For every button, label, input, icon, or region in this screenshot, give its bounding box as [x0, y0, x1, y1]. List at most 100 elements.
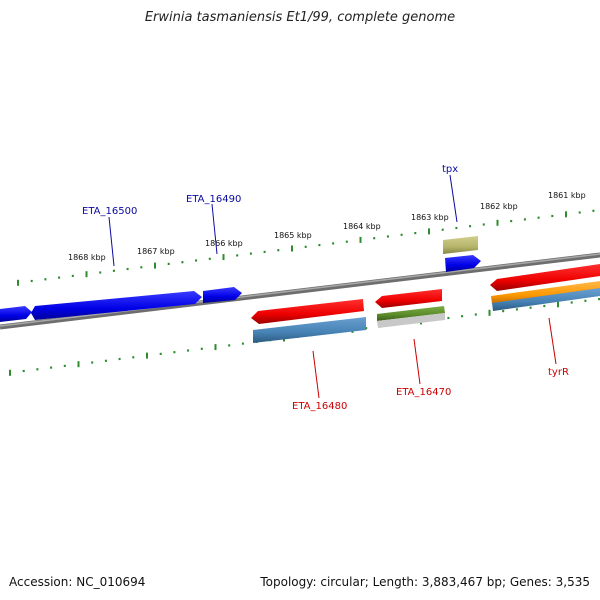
ruler-minor-tick	[523, 218, 526, 221]
ruler-minor-tick	[529, 306, 532, 309]
label-tyrR[interactable]: tyrR	[548, 367, 569, 378]
ruler-minor-tick	[112, 269, 115, 272]
gene-tpx-feature-olive[interactable]	[443, 236, 478, 254]
ruler-major-tick	[222, 254, 225, 261]
gene-eta-16480-cds[interactable]	[251, 299, 364, 324]
ruler-minor-tick	[461, 315, 464, 318]
ruler-minor-tick	[241, 342, 244, 345]
ruler-minor-tick	[537, 216, 540, 219]
ruler-major-tick	[77, 361, 80, 368]
ruler-minor-tick	[441, 228, 444, 231]
ruler-minor-tick	[543, 304, 546, 308]
ruler-minor-tick	[345, 240, 348, 243]
label-eta-16490[interactable]: ETA_16490	[186, 194, 241, 205]
leader-eta-16470	[413, 338, 421, 385]
ruler-major-tick	[154, 262, 156, 269]
gene-eta-16490[interactable]	[203, 287, 242, 303]
scale-label-1861: 1861 kbp	[548, 191, 586, 200]
scale-label-1866: 1866 kbp	[205, 239, 243, 248]
ruler-minor-tick	[104, 359, 107, 362]
leader-eta-16500	[108, 216, 115, 267]
gene-eta-16480-gene[interactable]	[253, 317, 366, 343]
label-eta-16470[interactable]: ETA_16470	[396, 387, 451, 398]
ruler-minor-tick	[140, 266, 143, 269]
leader-tyrR	[548, 317, 557, 365]
ruler-major-tick	[214, 344, 217, 351]
ruler-major-tick	[146, 352, 148, 359]
leader-eta-16480	[312, 350, 320, 399]
leader-eta-16490	[211, 203, 218, 255]
ruler-minor-tick	[132, 356, 135, 359]
ruler-minor-tick	[551, 214, 554, 218]
ruler-minor-tick	[173, 351, 176, 354]
ruler-minor-tick	[58, 276, 61, 279]
ruler-minor-tick	[373, 237, 376, 240]
scale-label-1867: 1867 kbp	[137, 247, 175, 256]
ruler-minor-tick	[228, 344, 231, 347]
ruler-minor-tick	[482, 223, 485, 226]
gene-blue-left-edge	[0, 306, 32, 322]
label-eta-16480[interactable]: ETA_16480	[292, 401, 347, 412]
ruler-minor-tick	[200, 347, 203, 350]
gene-tyrR-gene[interactable]	[492, 288, 600, 311]
ruler-major-tick	[428, 228, 430, 235]
ruler-minor-tick	[63, 364, 66, 367]
ruler-minor-tick	[386, 235, 389, 238]
ruler-major-tick	[85, 271, 88, 278]
ruler-minor-tick	[91, 361, 94, 364]
ruler-major-tick	[17, 279, 19, 286]
scale-label-1868: 1868 kbp	[68, 253, 106, 262]
ruler-minor-tick	[400, 233, 403, 236]
ruler-minor-tick	[502, 310, 505, 313]
leader-tpx	[449, 174, 458, 223]
ruler-minor-tick	[118, 357, 121, 361]
ruler-minor-tick	[365, 327, 368, 330]
ruler-minor-tick	[318, 244, 321, 247]
ruler-minor-tick	[236, 254, 239, 257]
label-tpx[interactable]: tpx	[442, 164, 458, 175]
ruler-minor-tick	[159, 352, 162, 355]
ruler-major-tick	[9, 369, 11, 376]
scale-label-1864: 1864 kbp	[343, 222, 381, 231]
ruler-minor-tick	[208, 257, 211, 260]
ruler-minor-tick	[195, 259, 198, 262]
ruler-minor-tick	[584, 299, 587, 302]
scale-label-1862: 1862 kbp	[480, 202, 518, 211]
ruler-minor-tick	[515, 308, 518, 311]
ruler-minor-tick	[126, 267, 129, 271]
gene-eta-16470-gene[interactable]	[377, 306, 445, 328]
accession-label: Accession: NC_010694	[9, 575, 146, 589]
gene-tyrR-feature-orange[interactable]	[491, 281, 600, 304]
gene-tyrR-cds[interactable]	[490, 264, 600, 291]
ruler-minor-tick	[30, 279, 33, 283]
ruler-minor-tick	[167, 262, 170, 265]
ruler-minor-tick	[510, 220, 513, 223]
ruler-minor-tick	[50, 366, 53, 369]
ruler-major-tick	[359, 236, 362, 243]
ruler-minor-tick	[277, 249, 280, 252]
ruler-minor-tick	[414, 232, 417, 235]
ruler-major-tick	[565, 211, 567, 218]
ruler-minor-tick	[578, 211, 581, 214]
genome-summary: Topology: circular; Length: 3,883,467 bp…	[260, 575, 590, 589]
gene-eta-16500[interactable]	[31, 291, 202, 320]
scale-label-1865: 1865 kbp	[274, 231, 312, 240]
ruler-minor-tick	[592, 209, 595, 212]
ruler-minor-tick	[304, 245, 307, 248]
genome-backbone	[0, 252, 600, 330]
gene-eta-16470-cds[interactable]	[375, 289, 442, 308]
ruler-major-tick	[488, 309, 491, 316]
ruler-minor-tick	[187, 349, 190, 352]
ruler-minor-tick	[249, 252, 252, 255]
ruler-major-tick	[496, 219, 499, 226]
map-title: Erwinia tasmaniensis Et1/99, complete ge…	[144, 10, 456, 25]
ruler-minor-tick	[455, 226, 458, 230]
gene-tpx[interactable]	[445, 255, 481, 272]
ruler-minor-tick	[598, 298, 600, 301]
ruler-minor-tick	[36, 368, 39, 371]
label-eta-16500[interactable]: ETA_16500	[82, 206, 137, 217]
ruler-minor-tick	[263, 250, 266, 253]
ruler-minor-tick	[99, 271, 102, 274]
outer-scale-ruler	[17, 209, 595, 286]
